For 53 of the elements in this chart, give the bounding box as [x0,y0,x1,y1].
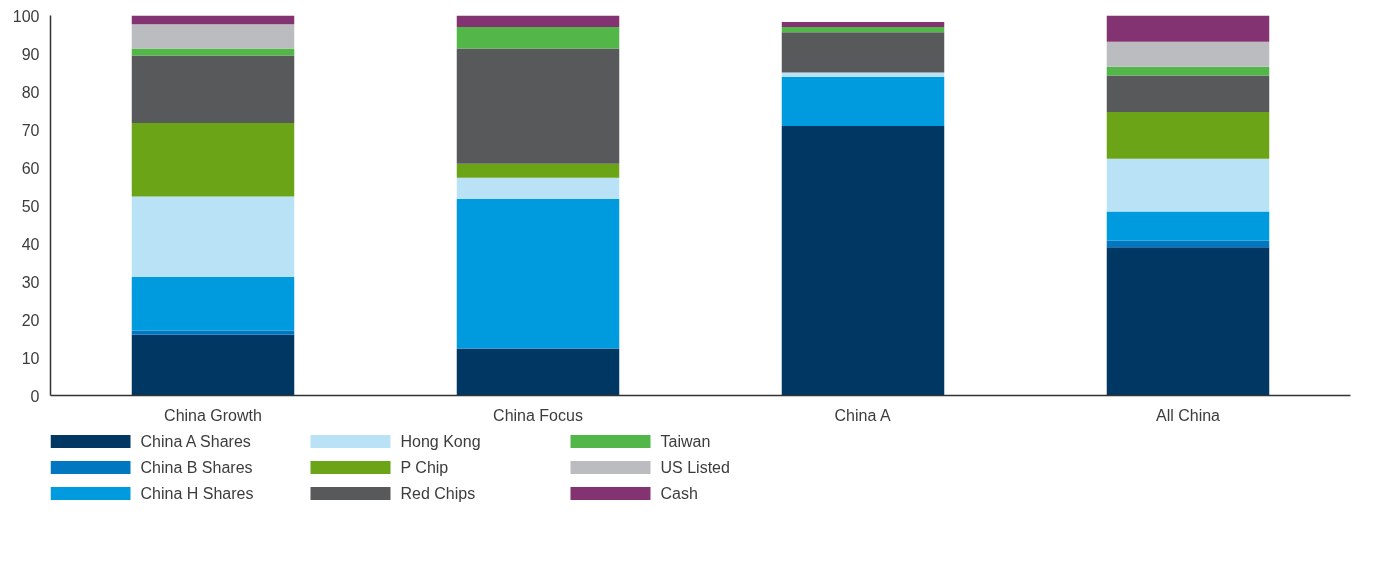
bar [131,123,295,197]
y-tick-label: 90 [21,45,40,63]
bar [456,198,620,349]
legend-label: US Listed [660,459,730,476]
bar [1106,41,1270,67]
legend-label: Hong Kong [400,433,481,450]
bar [131,55,295,124]
bar [131,24,295,49]
bar [1106,247,1270,396]
legend-label: Cash [660,485,698,502]
bar [781,32,945,73]
bar [781,126,945,396]
bar [456,348,620,396]
x-tick-label: China Focus [493,406,583,424]
bar [456,177,620,199]
bar [781,21,945,27]
y-tick-label: 70 [21,121,40,139]
y-tick-label: 60 [21,159,40,177]
bar [1106,15,1270,42]
bar [131,330,295,335]
y-tick-label: 0 [30,387,40,405]
bar [456,48,620,164]
x-tick-label: China A [834,406,891,424]
bar [1106,240,1270,248]
bar [1106,75,1270,113]
legend-label: Taiwan [660,433,711,450]
y-tick-label: 10 [21,349,40,367]
bar [1106,211,1270,241]
y-tick-label: 20 [21,311,40,329]
bar [131,15,295,25]
bar [1106,158,1270,212]
legend-label: P Chip [400,459,449,476]
legend-label: China B Shares [140,459,253,476]
bar [456,26,620,49]
legend-label: China A Shares [140,433,251,450]
legend-label: China H Shares [140,485,254,502]
y-tick-label: 80 [21,83,40,101]
bar [781,77,945,127]
bar [456,163,620,178]
y-tick-label: 50 [21,197,40,215]
bar [131,196,295,277]
y-tick-label: 30 [21,273,40,291]
x-tick-label: China Growth [164,406,262,424]
bar [131,334,295,396]
bar [456,15,620,27]
bar [131,276,295,331]
legend-label: Red Chips [400,485,476,502]
x-tick-label: All China [1155,406,1221,424]
bar [1106,112,1270,159]
y-tick-label: 40 [21,235,40,253]
bar [781,26,945,33]
y-tick-label: 100 [12,7,40,25]
bar [1106,66,1270,76]
